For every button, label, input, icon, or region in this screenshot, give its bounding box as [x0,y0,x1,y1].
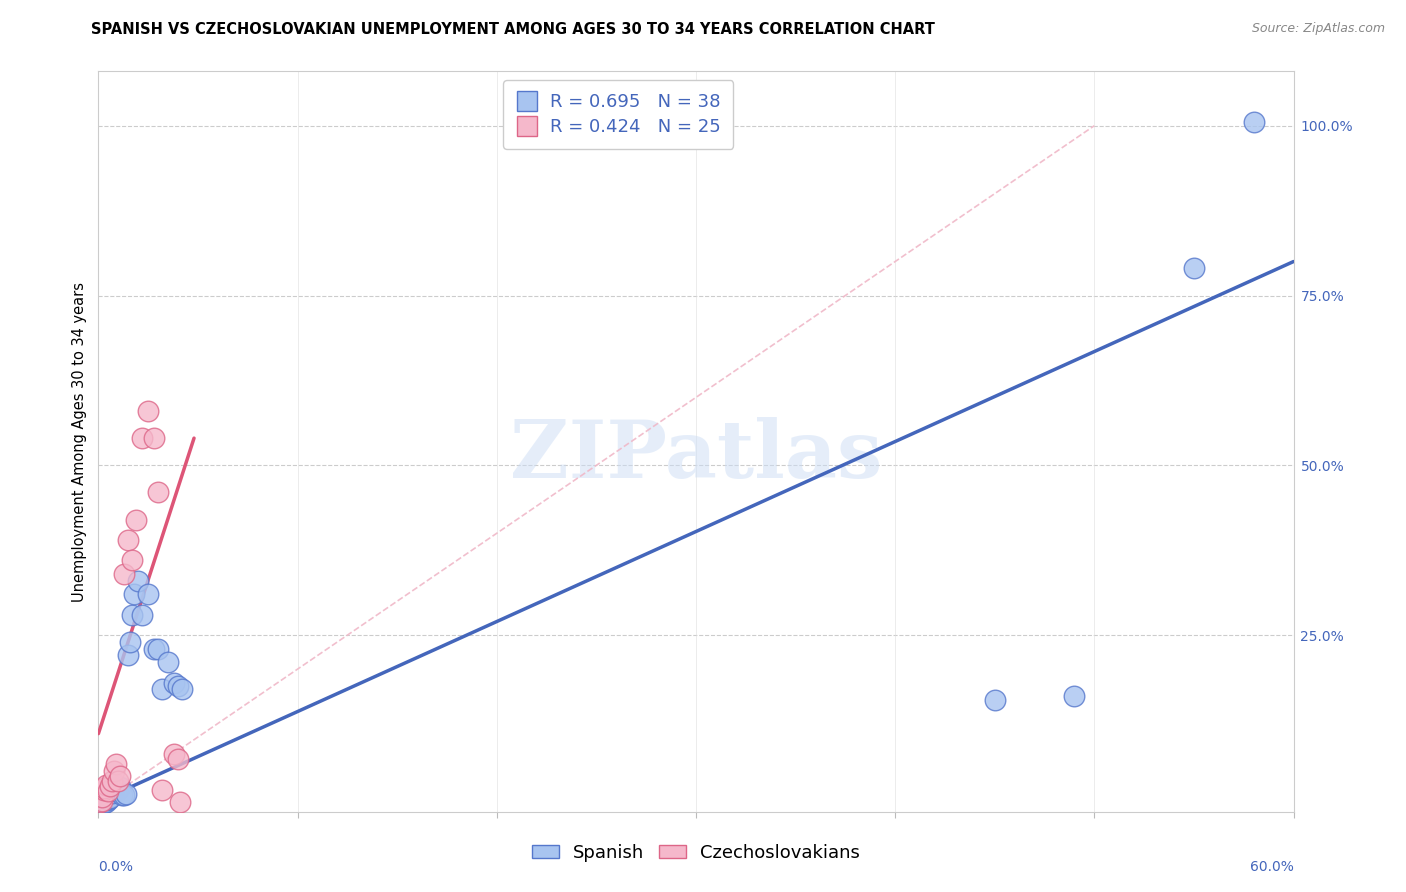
Point [105,784,128,798]
Point [98,789,122,804]
Point [148,641,170,656]
Point [105,757,128,772]
Text: ZIPatlas: ZIPatlas [510,417,882,495]
Point [143,431,166,445]
Point [111,788,134,802]
Point [143,641,166,656]
Point [93,796,115,810]
Point [98,791,122,805]
Point [91,789,114,804]
Point [103,764,125,778]
Point [98,779,122,793]
Point [93,780,115,795]
Point [163,675,186,690]
Point [110,769,132,783]
Point [169,795,191,809]
Point [110,780,132,795]
Point [150,682,173,697]
Point [124,587,146,601]
Point [101,786,124,800]
Point [112,788,135,802]
Y-axis label: Unemployment Among Ages 30 to 34 years: Unemployment Among Ages 30 to 34 years [72,282,87,601]
Point [163,747,186,761]
Point [1063,690,1085,704]
Point [96,791,118,805]
Point [120,635,142,649]
Point [89,795,111,809]
Point [112,566,135,581]
Point [148,485,170,500]
Point [117,533,139,547]
Point [101,774,124,789]
Point [1243,115,1265,129]
Point [91,792,114,806]
Point [131,431,153,445]
Point [121,607,143,622]
Point [93,783,115,797]
Point [93,793,115,807]
Point [103,779,125,793]
Point [96,795,118,809]
Point [97,784,120,798]
Point [1182,261,1205,276]
Legend: Spanish, Czechoslovakians: Spanish, Czechoslovakians [524,837,868,870]
Point [150,783,173,797]
Point [107,774,129,789]
Point [91,795,114,809]
Text: Source: ZipAtlas.com: Source: ZipAtlas.com [1251,22,1385,36]
Point [172,682,194,697]
Point [136,587,159,601]
Point [167,752,190,766]
Point [97,792,120,806]
Text: 0.0%: 0.0% [98,860,134,874]
Point [131,607,153,622]
Point [91,794,114,808]
Point [121,553,143,567]
Text: 60.0%: 60.0% [1250,860,1294,874]
Point [125,513,148,527]
Point [136,404,159,418]
Point [89,795,111,809]
Point [984,692,1007,706]
Point [103,783,125,797]
Text: SPANISH VS CZECHOSLOVAKIAN UNEMPLOYMENT AMONG AGES 30 TO 34 YEARS CORRELATION CH: SPANISH VS CZECHOSLOVAKIAN UNEMPLOYMENT … [91,22,935,37]
Point [96,778,118,792]
Point [115,787,138,801]
Point [97,793,120,807]
Point [117,648,139,663]
Point [157,655,180,669]
Point [167,679,190,693]
Point [107,783,129,797]
Point [127,574,149,588]
